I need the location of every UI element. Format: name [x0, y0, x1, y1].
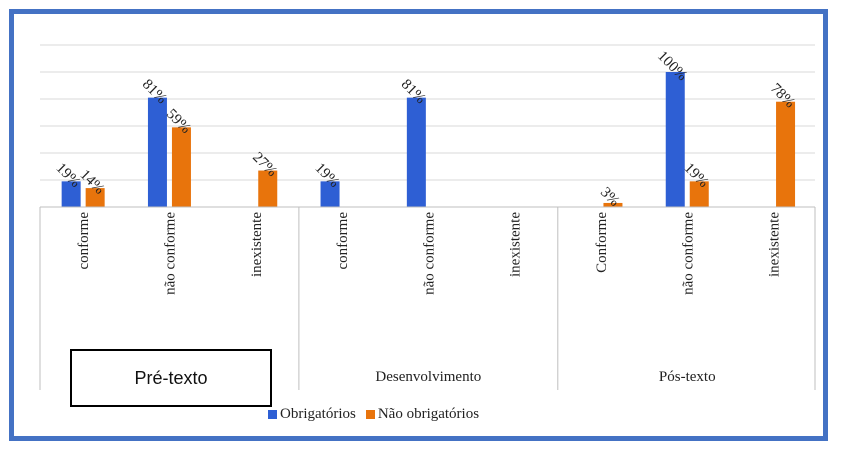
category-label: inexistente — [508, 212, 524, 277]
category-label: inexistente — [249, 212, 265, 277]
category-label: não conforme — [421, 212, 437, 295]
bar-obrigatorios — [147, 97, 167, 207]
legend-swatch-nao-obrigatorios — [365, 409, 375, 419]
group-label-box-pre-texto: Pré-texto — [70, 349, 272, 407]
bar-obrigatorios — [61, 181, 81, 207]
bar-nao-obrigatorios — [171, 127, 191, 207]
bar-obrigatorios — [406, 97, 426, 207]
legend-label-nao-obrigatorios: Não obrigatórios — [377, 405, 480, 422]
legend-item-nao-obrigatorios: Não obrigatórios — [365, 405, 480, 423]
category-label: não conforme — [680, 212, 696, 295]
bar-obrigatorios — [665, 72, 685, 207]
category-label: não conforme — [162, 212, 178, 295]
legend-item-obrigatorios: Obrigatórios — [268, 406, 356, 423]
bar-nao-obrigatorios — [85, 188, 105, 207]
group-label: Desenvolvimento — [375, 369, 481, 385]
group-label: Pós-texto — [659, 369, 716, 385]
category-label: conforme — [335, 212, 351, 270]
category-label: Conforme — [594, 212, 610, 273]
bar-obrigatorios — [320, 181, 340, 207]
bar-nao-obrigatorios — [258, 170, 278, 207]
legend-label-obrigatorios: Obrigatórios — [280, 405, 356, 422]
category-label: conforme — [76, 212, 92, 270]
bar-nao-obrigatorios — [776, 101, 796, 207]
bar-nao-obrigatorios — [689, 181, 709, 207]
legend-swatch-obrigatorios — [268, 409, 277, 419]
category-label: inexistente — [767, 212, 783, 277]
group-label-pre-texto: Pré-texto — [134, 367, 208, 388]
legend: Obrigatórios Não obrigatórios — [268, 404, 479, 424]
bar-nao-obrigatorios — [603, 202, 623, 207]
